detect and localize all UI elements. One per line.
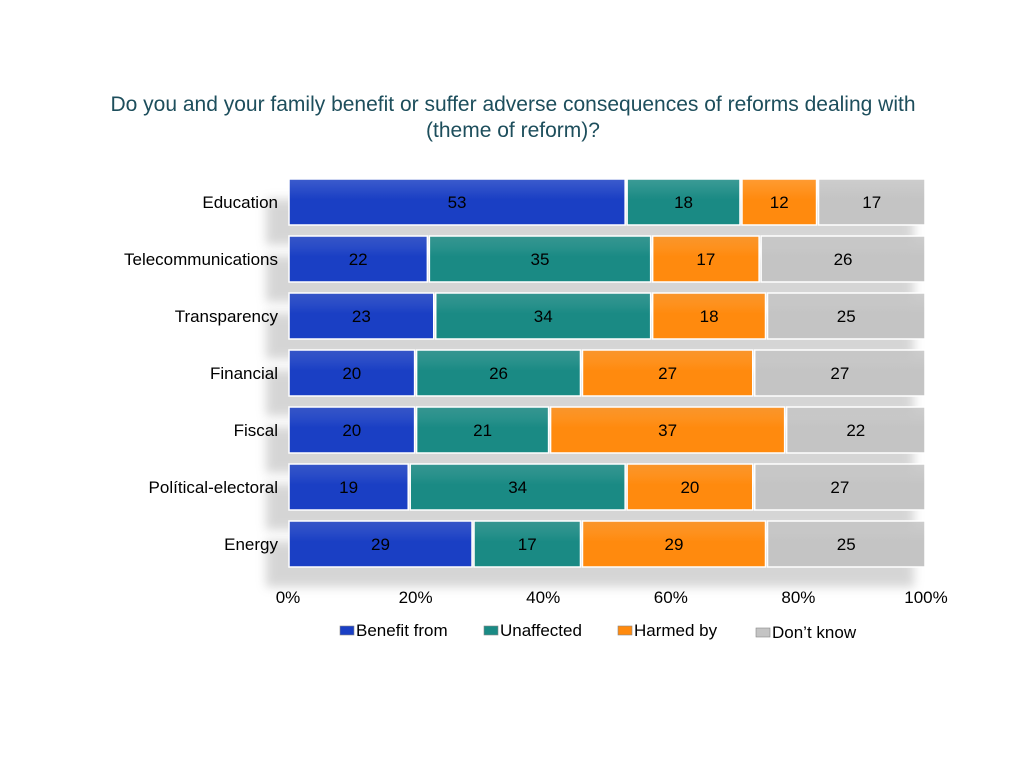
data-label: 20 bbox=[342, 364, 361, 383]
category-label: Polítical-electoral bbox=[149, 478, 278, 497]
data-label: 34 bbox=[508, 478, 527, 497]
legend-label: Harmed by bbox=[634, 621, 718, 640]
x-tick-label: 40% bbox=[526, 588, 560, 607]
data-label: 23 bbox=[352, 307, 371, 326]
data-label: 27 bbox=[658, 364, 677, 383]
bar-segment bbox=[785, 406, 926, 454]
legend-label: Unaffected bbox=[500, 621, 582, 640]
data-label: 25 bbox=[837, 307, 856, 326]
category-label: Education bbox=[202, 193, 278, 212]
data-label: 20 bbox=[342, 421, 361, 440]
data-label: 26 bbox=[834, 250, 853, 269]
x-tick-label: 20% bbox=[399, 588, 433, 607]
bar-segment bbox=[817, 178, 926, 226]
bar-segment bbox=[549, 406, 786, 454]
data-label: 21 bbox=[473, 421, 492, 440]
category-label: Financial bbox=[210, 364, 278, 383]
data-label: 17 bbox=[518, 535, 537, 554]
bar-segment bbox=[651, 292, 767, 340]
data-label: 26 bbox=[489, 364, 508, 383]
data-label: 22 bbox=[846, 421, 865, 440]
x-tick-label: 0% bbox=[276, 588, 301, 607]
bar-segment bbox=[288, 520, 473, 568]
bar-segment bbox=[473, 520, 582, 568]
category-label: Energy bbox=[224, 535, 278, 554]
data-label: 19 bbox=[339, 478, 358, 497]
data-label: 29 bbox=[371, 535, 390, 554]
bar-segment bbox=[288, 406, 416, 454]
data-label: 22 bbox=[349, 250, 368, 269]
bar-segment bbox=[626, 463, 754, 511]
data-label: 17 bbox=[696, 250, 715, 269]
bar-segment bbox=[428, 235, 652, 283]
data-label: 34 bbox=[534, 307, 553, 326]
bar-segment bbox=[409, 463, 626, 511]
category-label: Transparency bbox=[175, 307, 279, 326]
data-label: 18 bbox=[700, 307, 719, 326]
bar-segment bbox=[288, 292, 435, 340]
bar-segment bbox=[288, 463, 409, 511]
bar-segment bbox=[581, 349, 754, 397]
bar-segment bbox=[626, 178, 741, 226]
bar-segment bbox=[753, 463, 926, 511]
legend-label: Don’t know bbox=[772, 623, 857, 642]
bar-segment bbox=[760, 235, 926, 283]
category-label: Fiscal bbox=[234, 421, 278, 440]
data-label: 12 bbox=[770, 193, 789, 212]
bar-segment bbox=[415, 406, 550, 454]
bar-segment bbox=[753, 349, 926, 397]
bar-segment bbox=[651, 235, 760, 283]
legend-swatch bbox=[483, 625, 499, 636]
data-label: 25 bbox=[837, 535, 856, 554]
legend-label: Benefit from bbox=[356, 621, 448, 640]
chart-title: Do you and your family benefit or suffer… bbox=[110, 93, 916, 142]
x-tick-label: 80% bbox=[781, 588, 815, 607]
bar-segment bbox=[288, 178, 626, 226]
bar-segment bbox=[415, 349, 582, 397]
data-label: 37 bbox=[658, 421, 677, 440]
x-tick-label: 60% bbox=[654, 588, 688, 607]
data-label: 27 bbox=[830, 364, 849, 383]
legend-swatch bbox=[339, 625, 355, 636]
legend-swatch bbox=[755, 627, 771, 638]
bar-segment bbox=[766, 520, 926, 568]
bar-segment bbox=[434, 292, 652, 340]
data-label: 53 bbox=[448, 193, 467, 212]
bar-segment bbox=[288, 349, 416, 397]
legend: Benefit from Unaffected Harmed by Don’t kno… bbox=[339, 621, 857, 642]
data-label: 17 bbox=[862, 193, 881, 212]
x-tick-label: 100% bbox=[904, 588, 947, 607]
category-label: Telecommunications bbox=[124, 250, 278, 269]
data-label: 20 bbox=[680, 478, 699, 497]
data-label: 18 bbox=[674, 193, 693, 212]
legend-swatch bbox=[617, 625, 633, 636]
data-label: 27 bbox=[830, 478, 849, 497]
bar-segment bbox=[741, 178, 818, 226]
bar-segment bbox=[581, 520, 767, 568]
data-label: 29 bbox=[665, 535, 684, 554]
bar-segment bbox=[288, 235, 429, 283]
data-label: 35 bbox=[531, 250, 550, 269]
bar-segment bbox=[766, 292, 926, 340]
